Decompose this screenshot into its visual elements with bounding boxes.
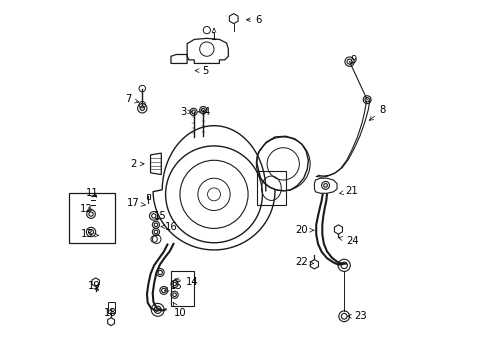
Text: 8: 8 [368,105,385,120]
Text: 20: 20 [295,225,313,235]
Text: 23: 23 [347,311,366,321]
Text: 10: 10 [173,302,186,318]
Text: 15: 15 [164,281,183,291]
Text: 21: 21 [339,186,358,196]
Text: 7: 7 [124,94,139,104]
Text: 2: 2 [130,159,144,169]
Bar [146,194,150,199]
Bar [107,302,115,313]
Text: 17: 17 [127,198,145,208]
Polygon shape [334,225,342,234]
Polygon shape [229,14,238,24]
Text: 24: 24 [338,236,358,246]
Text: 22: 22 [295,257,313,267]
Text: 12: 12 [80,204,93,214]
Text: 14: 14 [174,277,199,287]
Text: 4: 4 [198,107,209,117]
Text: 9: 9 [350,55,356,65]
Text: 3: 3 [180,107,192,117]
Bar [257,171,285,205]
Text: 6: 6 [246,15,262,25]
Text: 19: 19 [87,281,100,291]
Text: 11: 11 [85,188,98,198]
Text: 5: 5 [195,66,208,76]
Text: 13: 13 [80,229,99,239]
Polygon shape [107,318,114,325]
Text: 16: 16 [161,222,177,231]
Polygon shape [92,278,99,287]
Bar [171,271,194,306]
Text: 1: 1 [210,28,217,41]
Text: 15: 15 [154,211,166,221]
Text: 18: 18 [103,308,116,318]
Polygon shape [310,260,318,269]
Bar [69,193,115,243]
